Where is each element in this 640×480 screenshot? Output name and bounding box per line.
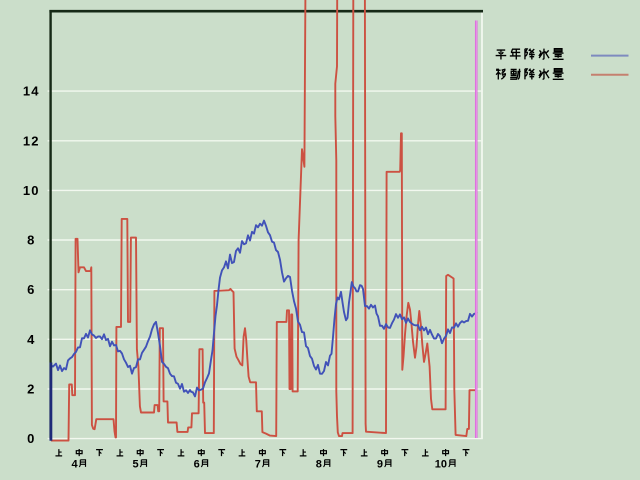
svg-text:6: 6 (27, 282, 35, 297)
svg-text:8: 8 (316, 458, 322, 470)
svg-text:10: 10 (435, 458, 447, 470)
svg-text:4: 4 (27, 332, 35, 347)
svg-text:14: 14 (23, 84, 40, 99)
svg-text:12: 12 (23, 133, 40, 148)
svg-text:7: 7 (255, 458, 261, 470)
svg-text:8: 8 (27, 233, 35, 248)
svg-text:4: 4 (72, 458, 79, 470)
svg-text:5: 5 (133, 458, 139, 470)
svg-text:10: 10 (23, 183, 40, 198)
svg-text:6: 6 (194, 458, 200, 470)
svg-text:0: 0 (27, 431, 35, 446)
svg-text:2: 2 (27, 382, 35, 397)
svg-text:9: 9 (377, 458, 383, 470)
